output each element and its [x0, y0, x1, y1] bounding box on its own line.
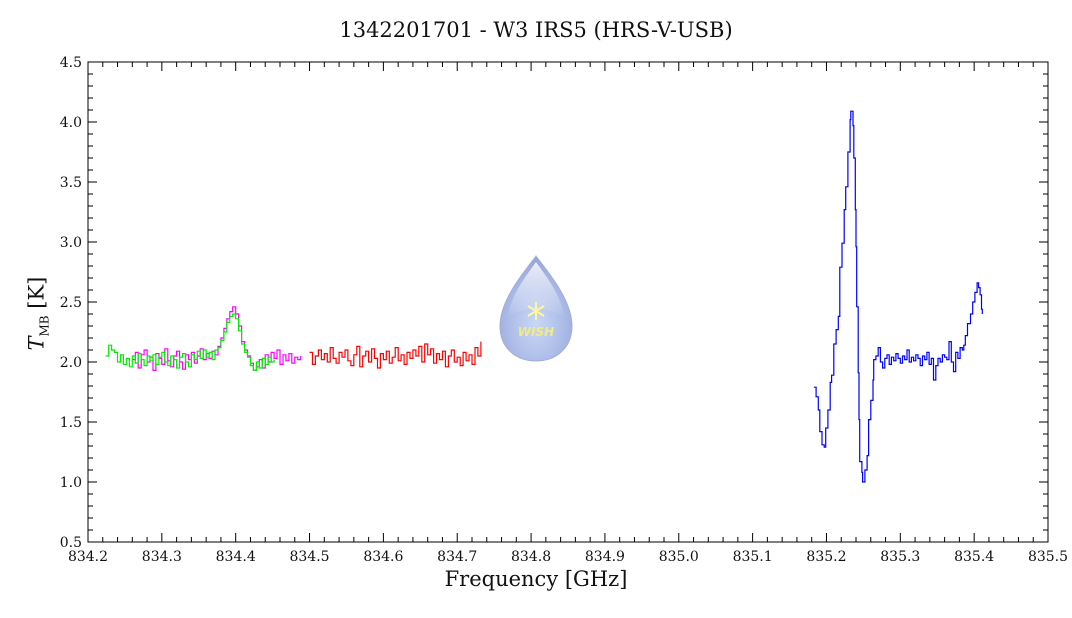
x-axis-label: Frequency [GHz]	[444, 567, 628, 591]
y-tick-label: 1.0	[60, 475, 82, 491]
x-tick-label: 835.1	[733, 549, 773, 565]
chart-title: 1342201701 - W3 IRS5 (HRS-V-USB)	[339, 18, 733, 42]
series-blue-line	[813, 110, 983, 483]
y-tick-label: 2.0	[60, 355, 82, 371]
star-icon	[527, 302, 545, 320]
y-tick-label: 3.0	[60, 235, 82, 251]
series-green-line	[105, 313, 275, 371]
x-tick-label: 835.2	[806, 549, 846, 565]
y-tick-label: 0.5	[60, 535, 82, 551]
x-tick-label: 835.4	[954, 549, 994, 565]
x-tick-label: 835.3	[880, 549, 920, 565]
y-tick-label: 2.5	[60, 295, 82, 311]
series-red-line	[309, 341, 482, 369]
y-tick-label: 3.5	[60, 175, 82, 191]
logo-text: WISH	[518, 325, 554, 339]
x-tick-label: 834.6	[363, 549, 403, 565]
x-tick-label: 835.5	[1028, 549, 1068, 565]
plot-frame	[87, 61, 1049, 543]
x-tick-label: 834.9	[585, 549, 625, 565]
x-tick-label: 834.3	[142, 549, 182, 565]
x-tick-label: 834.7	[437, 549, 477, 565]
wish-logo: WISH	[499, 255, 573, 362]
x-tick-label: 834.8	[511, 549, 551, 565]
series-magenta-line	[132, 306, 302, 371]
y-tick-label: 4.0	[60, 115, 82, 131]
x-tick-label: 834.5	[289, 549, 329, 565]
x-tick-label: 834.4	[216, 549, 256, 565]
y-tick-label: 1.5	[60, 415, 82, 431]
y-tick-label: 4.5	[60, 55, 82, 71]
x-tick-label: 834.2	[68, 549, 108, 565]
x-tick-label: 835.0	[659, 549, 699, 565]
